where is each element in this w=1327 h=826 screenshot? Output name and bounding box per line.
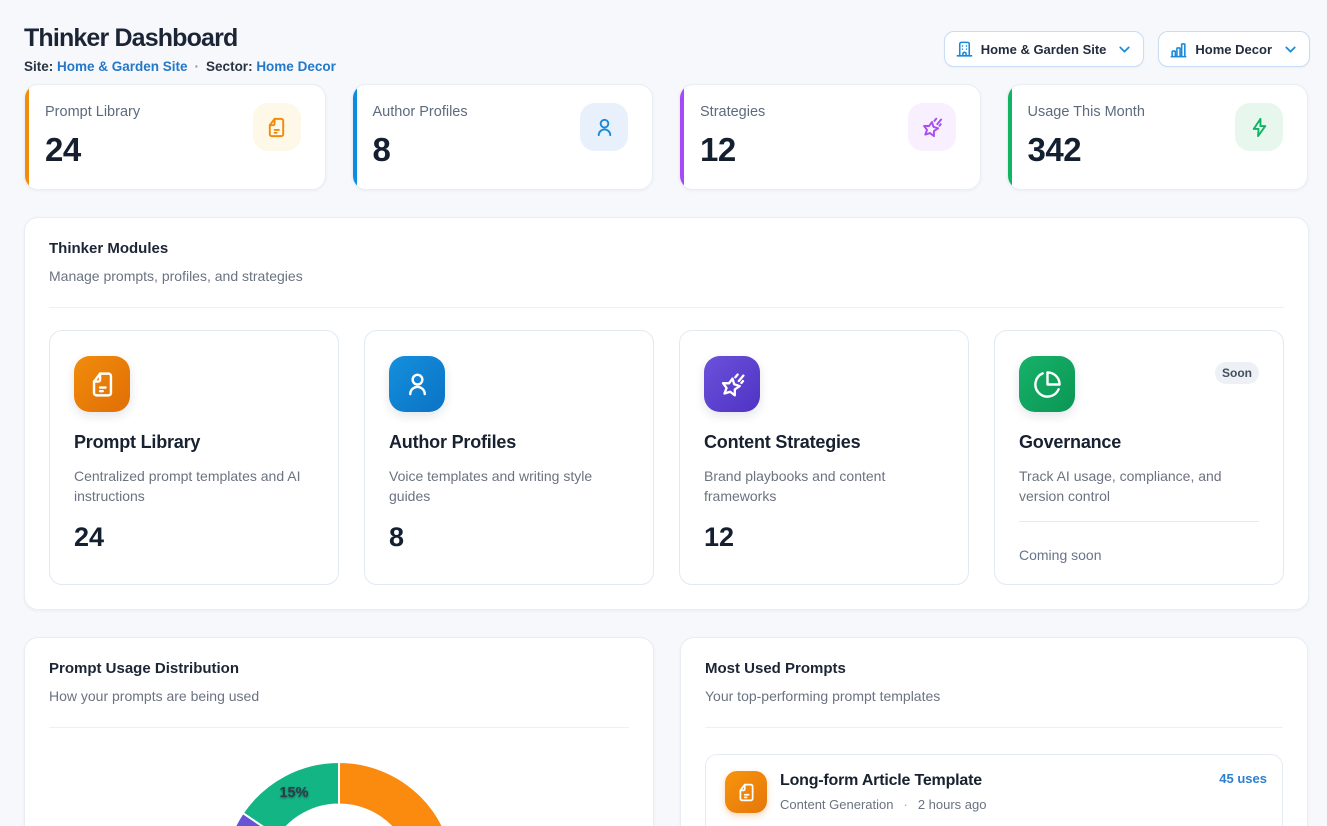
svg-text:15%: 15% xyxy=(279,785,308,801)
